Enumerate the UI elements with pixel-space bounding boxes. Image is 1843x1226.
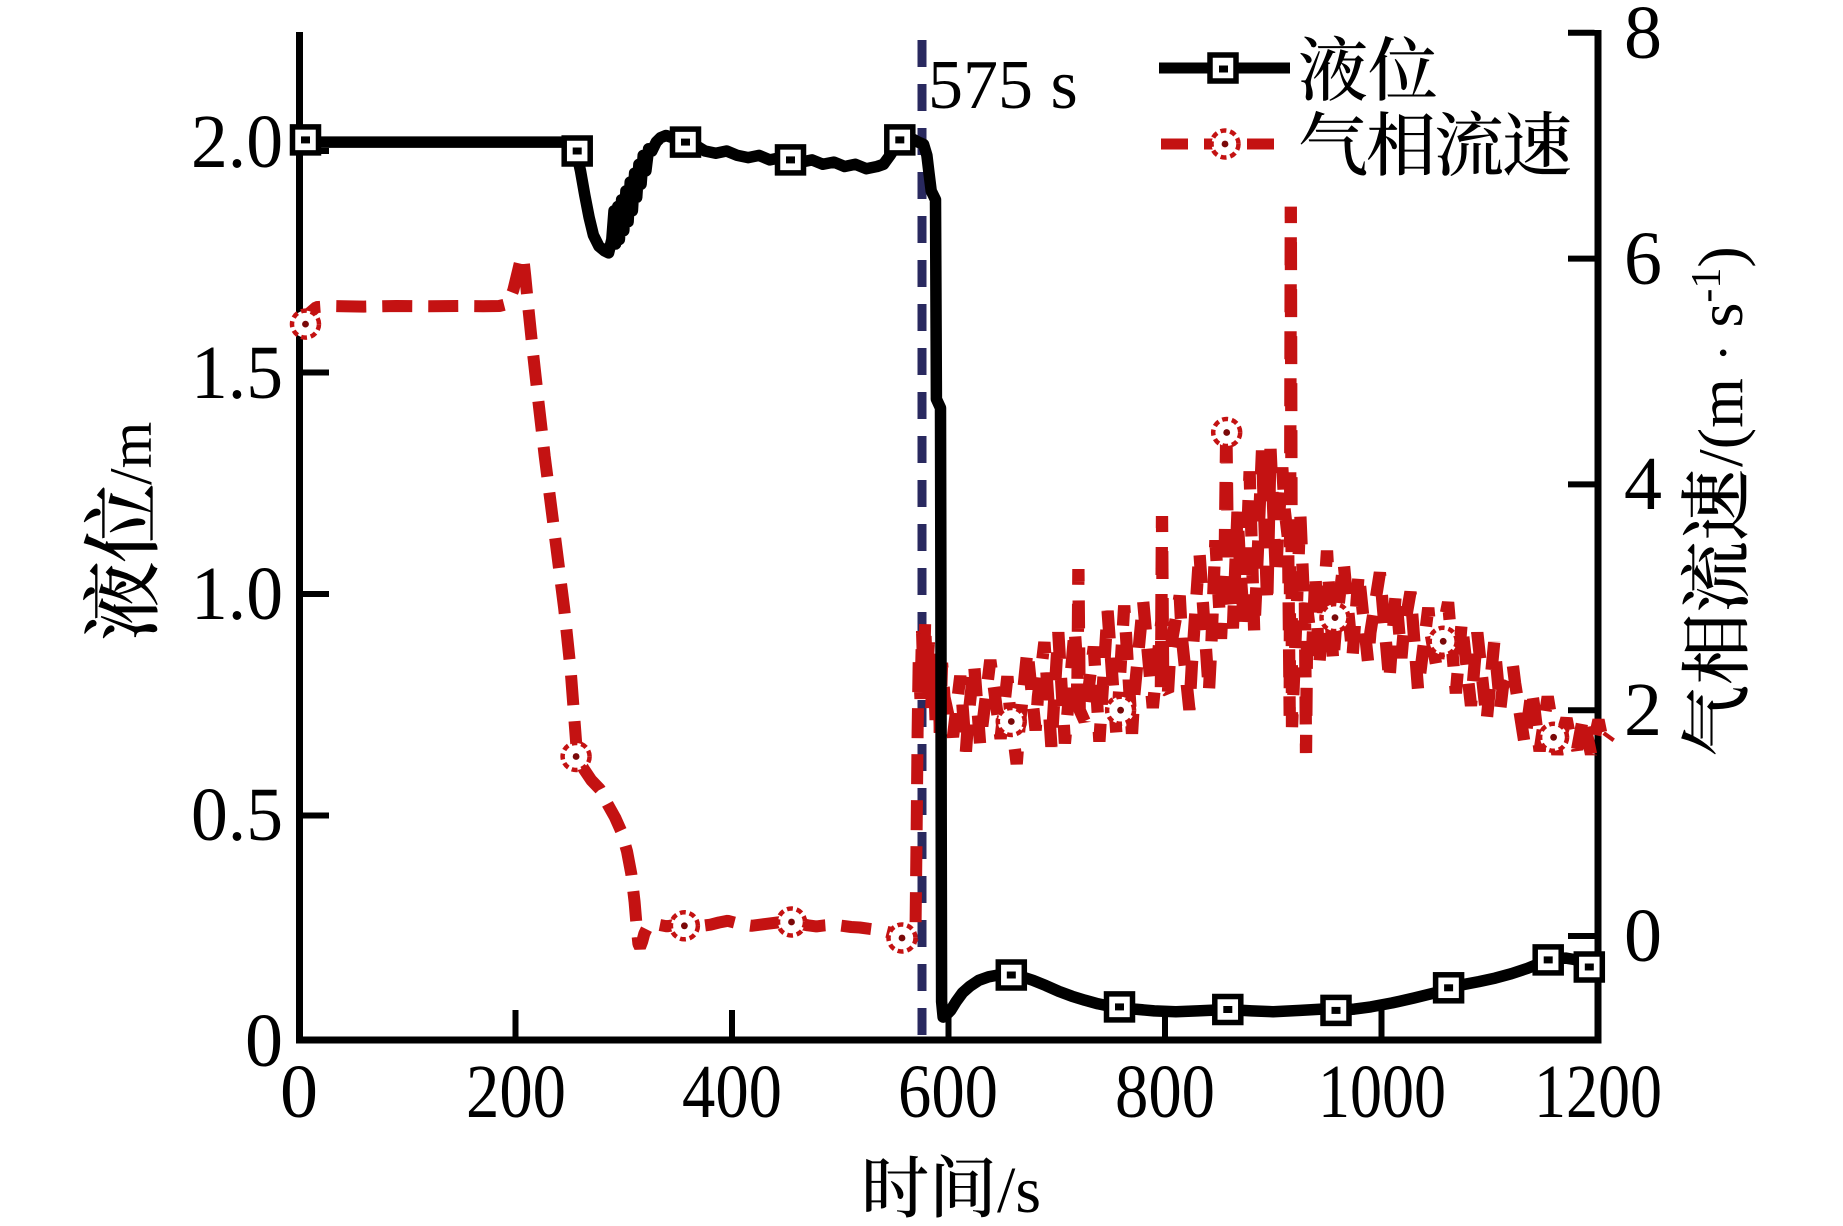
svg-text:2.0: 2.0	[191, 100, 283, 184]
svg-text:6: 6	[1624, 217, 1662, 301]
svg-text:600: 600	[898, 1050, 998, 1134]
svg-text:0.5: 0.5	[191, 773, 283, 857]
svg-text:1.5: 1.5	[191, 331, 283, 415]
svg-text:1200: 1200	[1534, 1050, 1662, 1134]
svg-text:200: 200	[466, 1050, 566, 1134]
svg-text:0: 0	[280, 1050, 318, 1134]
svg-text:400: 400	[682, 1050, 782, 1134]
svg-text:/(m · s-1): /(m · s-1)	[1684, 246, 1756, 467]
svg-text:1.0: 1.0	[191, 552, 283, 636]
svg-text:8: 8	[1624, 0, 1662, 75]
svg-text:4: 4	[1624, 442, 1662, 526]
svg-text:/m: /m	[98, 422, 164, 485]
svg-text:1000: 1000	[1318, 1050, 1446, 1134]
svg-text:800: 800	[1115, 1050, 1215, 1134]
svg-text:0: 0	[245, 999, 283, 1083]
svg-text:0: 0	[1624, 894, 1662, 978]
svg-text:/s: /s	[997, 1154, 1041, 1226]
svg-text:2: 2	[1624, 668, 1662, 752]
svg-text:575 s: 575 s	[928, 47, 1078, 124]
